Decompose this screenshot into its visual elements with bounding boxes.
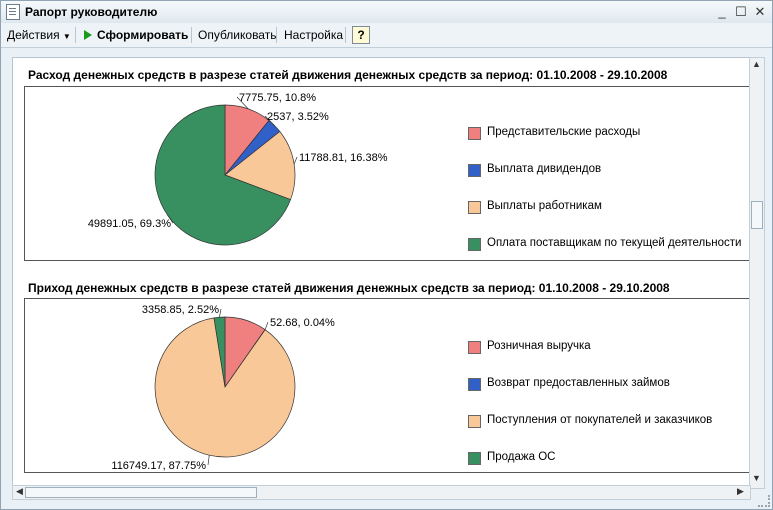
help-button[interactable]: ? [352, 26, 370, 44]
toolbar-separator [276, 27, 277, 43]
slice-label-leader [219, 308, 222, 318]
scroll-up-icon[interactable]: ▲ [752, 59, 761, 69]
toolbar-separator [191, 27, 192, 43]
expense-pie-svg: 7775.75, 10.8% 2537, 3.52% 11788.81, 16.38… [88, 92, 388, 246]
pie-slice [224, 130, 296, 200]
slice-data-label: 49891.05, 69.3% [88, 218, 171, 230]
toolbar: Действия ▼ Сформировать Опубликовать Нас… [1, 23, 772, 48]
legend-label: Выплата дивидендов [487, 163, 602, 175]
slice-data-label: 2537, 3.52% [267, 111, 329, 123]
close-icon[interactable]: ✕ [754, 4, 766, 19]
legend-label: Выплаты работникам [487, 200, 602, 212]
income-chart-title: Приход денежных средств в разрезе статей… [28, 281, 670, 295]
legend-swatch [468, 378, 481, 391]
dropdown-arrow-icon: ▼ [62, 32, 71, 41]
play-icon [84, 30, 92, 40]
title-bar: Рапорт руководителю _ ☐ ✕ [1, 1, 772, 24]
vertical-scroll-thumb[interactable] [751, 201, 763, 229]
slice-label-leader [167, 214, 174, 224]
slice-data-label: 7775.75, 10.8% [239, 92, 316, 104]
toolbar-separator [345, 27, 346, 43]
window-title: Рапорт руководителю [25, 5, 158, 19]
generate-label: Сформировать [97, 28, 189, 42]
slice-data-label: 11788.81, 16.38% [299, 152, 388, 164]
legend-swatch [468, 452, 481, 465]
slice-label-leader [264, 321, 269, 330]
legend-label: Возврат предоставленных займов [487, 377, 670, 389]
expense-chart: 7775.75, 10.8% 2537, 3.52% 11788.81, 16.38… [24, 86, 750, 261]
settings-button[interactable]: Настройка [284, 28, 344, 42]
income-pie-svg: 52.68, 0.04% 116749.17, 87.75% 3358.85, 2.… [111, 304, 335, 472]
legend-label: Представительские расходы [487, 126, 641, 138]
report-area: Расход денежных средств в разрезе статей… [12, 57, 751, 487]
horizontal-scroll-thumb[interactable] [25, 487, 257, 498]
generate-button[interactable]: Сформировать [80, 26, 192, 44]
legend-swatch [468, 238, 481, 251]
expense-chart-title: Расход денежных средств в разрезе статей… [28, 68, 668, 82]
slice-label-leader [236, 96, 249, 110]
report-icon [6, 4, 20, 20]
legend-swatch [468, 127, 481, 140]
vertical-scrollbar[interactable]: ▲ ▼ [749, 57, 765, 489]
slice-data-label: 116749.17, 87.75% [111, 460, 206, 472]
toolbar-separator [75, 27, 76, 43]
horizontal-scrollbar[interactable]: ◀ ▶ [12, 485, 751, 500]
legend-label: Продажа ОС [487, 451, 556, 463]
slice-label-leader [207, 455, 210, 466]
actions-label: Действия [7, 28, 60, 42]
scroll-down-icon[interactable]: ▼ [752, 473, 761, 483]
maximize-icon[interactable]: ☐ [735, 4, 747, 19]
publish-button[interactable]: Опубликовать [198, 28, 277, 42]
resize-grip-icon[interactable] [758, 495, 770, 507]
slice-data-label: 52.68, 0.04% [270, 317, 335, 329]
legend-swatch [468, 201, 481, 214]
legend-label: Розничная выручка [487, 340, 591, 352]
legend-swatch [468, 341, 481, 354]
minimize-icon[interactable]: _ [718, 4, 726, 19]
legend-swatch [468, 164, 481, 177]
legend-label: Оплата поставщикам по текущей деятельнос… [487, 237, 742, 249]
income-chart: 52.68, 0.04% 116749.17, 87.75% 3358.85, 2.… [24, 298, 750, 473]
actions-menu-button[interactable]: Действия ▼ [3, 26, 75, 44]
scroll-left-icon[interactable]: ◀ [16, 486, 23, 496]
scroll-right-icon[interactable]: ▶ [737, 486, 744, 496]
legend-swatch [468, 415, 481, 428]
slice-data-label: 3358.85, 2.52% [142, 304, 219, 316]
legend-label: Поступления от покупателей и заказчиков [487, 414, 713, 426]
slice-label-leader [293, 156, 298, 165]
slice-label-leader [264, 115, 275, 126]
